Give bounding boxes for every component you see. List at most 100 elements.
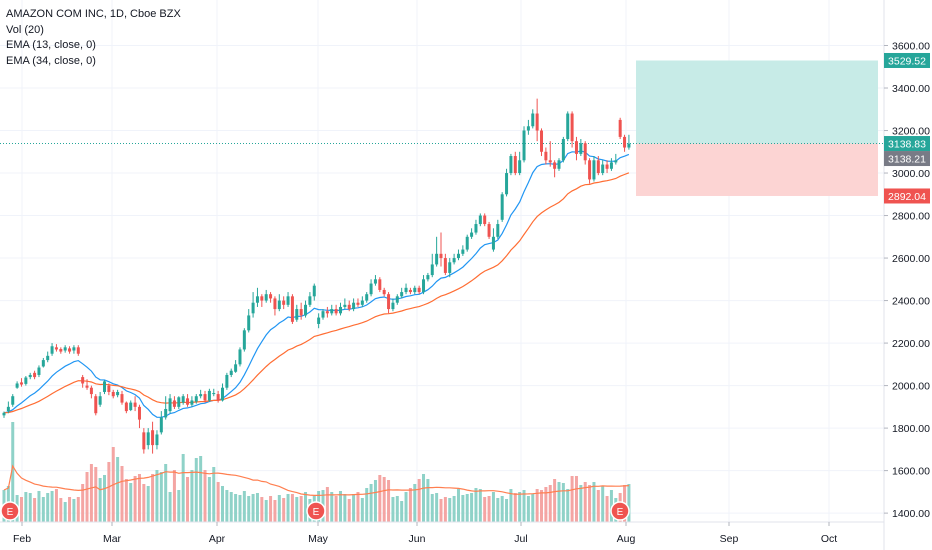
ema-price-label-bg — [884, 151, 930, 167]
candle-body — [426, 275, 430, 280]
volume-bar — [509, 489, 513, 522]
candle-body — [540, 130, 544, 152]
candle-body — [365, 294, 369, 301]
volume-bar — [579, 485, 583, 522]
candle-body — [596, 160, 600, 174]
price-tick-label: 1600.00 — [892, 466, 930, 478]
candle-body — [107, 385, 111, 392]
price-tick-label: 3600.00 — [892, 41, 930, 53]
volume-bar — [273, 500, 277, 522]
volume-bar — [483, 497, 487, 522]
candle-body — [50, 346, 54, 354]
candle-body — [557, 160, 561, 169]
volume-bar — [116, 457, 120, 522]
candle-body — [159, 417, 163, 433]
volume-bar — [221, 486, 224, 522]
candle-body — [413, 287, 417, 293]
volume-bar — [426, 479, 430, 522]
price-tick-label: 1800.00 — [892, 423, 930, 435]
volume-bar — [186, 477, 190, 522]
indicator-ema-34[interactable]: EMA (34, close, 0) — [6, 54, 96, 67]
time-tick-label: Jul — [514, 533, 527, 545]
candle-body — [155, 434, 159, 446]
last-price-label: 3138.83 — [888, 139, 926, 151]
volume-bar — [574, 476, 578, 522]
candle-body — [478, 215, 482, 225]
candle-body — [41, 360, 45, 367]
volume-bar — [352, 494, 356, 522]
symbol-title[interactable]: AMAZON COM INC, 1D, Cboe BZX — [6, 8, 181, 20]
volume-bar — [286, 494, 290, 522]
candle-body — [400, 292, 404, 297]
volume-bar — [478, 489, 482, 522]
candle-body — [177, 397, 181, 407]
candle-body — [548, 160, 552, 163]
candle-body — [483, 215, 487, 225]
volume-bar — [133, 476, 137, 522]
indicator-volume[interactable]: Vol (20) — [6, 23, 44, 36]
volume-bar — [430, 494, 434, 522]
candle-body — [518, 160, 522, 174]
candle-body — [133, 402, 137, 407]
volume-bar — [304, 492, 308, 522]
volume-bar — [395, 496, 399, 522]
volume-bar — [238, 495, 242, 522]
volume-bar — [277, 495, 281, 522]
candle-body — [325, 311, 329, 314]
candle-body — [129, 402, 133, 411]
candle-body — [404, 287, 408, 293]
candle-body — [583, 143, 587, 161]
price-labels: 3529.52 3138.83 3138.21 2892.04 — [884, 52, 930, 204]
long-position-zones[interactable] — [636, 60, 878, 196]
price-tick-label: 2000.00 — [892, 381, 930, 393]
volume-bar — [137, 474, 141, 522]
candle-body — [142, 432, 146, 450]
candle-body — [360, 300, 364, 305]
volume-bar — [255, 493, 259, 522]
volume-bar — [500, 496, 504, 522]
volume-bar — [417, 479, 421, 522]
candle-body — [395, 296, 399, 303]
grid-lines — [0, 0, 884, 522]
volume-bar — [251, 494, 255, 522]
volume-bar — [11, 422, 15, 522]
candle-body — [59, 349, 63, 352]
candle-body — [465, 236, 469, 250]
candle-body — [443, 258, 447, 273]
volume-bar — [404, 492, 408, 522]
volume-bar — [561, 483, 565, 522]
volume-bar — [212, 467, 216, 522]
candlesticks — [2, 98, 631, 454]
time-tick-label: May — [308, 533, 329, 545]
candle-body — [531, 113, 535, 127]
candle-body — [317, 317, 321, 324]
volume-bar — [557, 482, 561, 522]
volume-bar — [124, 479, 128, 522]
volume-bar — [50, 491, 54, 522]
candle-body — [111, 391, 115, 397]
volume-bar — [583, 482, 587, 522]
volume-bar — [229, 492, 233, 522]
candle-body — [496, 224, 500, 237]
candle-body — [566, 113, 570, 140]
volume-bars — [2, 422, 631, 522]
volume-bar — [142, 484, 146, 522]
time-axis[interactable]: Feb Mar Apr May Jun Jul Aug Sep Oct — [0, 521, 884, 545]
volume-bar — [59, 498, 63, 522]
candle-body — [592, 160, 596, 180]
price-axis[interactable]: 1400.00 1600.00 1800.00 2000.00 2200.00 2400.… — [883, 0, 930, 550]
volume-bar — [41, 497, 45, 522]
indicator-ema-13[interactable]: EMA (13, close, 0) — [6, 39, 96, 51]
volume-bar — [85, 472, 89, 522]
candle-body — [33, 372, 37, 378]
candle-body — [579, 143, 583, 154]
candle-body — [212, 393, 216, 395]
earnings-marker-label: E — [313, 507, 320, 518]
volume-bar — [325, 487, 329, 522]
volume-bar — [330, 492, 334, 522]
price-tick-label: 3400.00 — [892, 83, 930, 95]
candle-body — [251, 302, 255, 314]
candle-body — [247, 315, 251, 331]
